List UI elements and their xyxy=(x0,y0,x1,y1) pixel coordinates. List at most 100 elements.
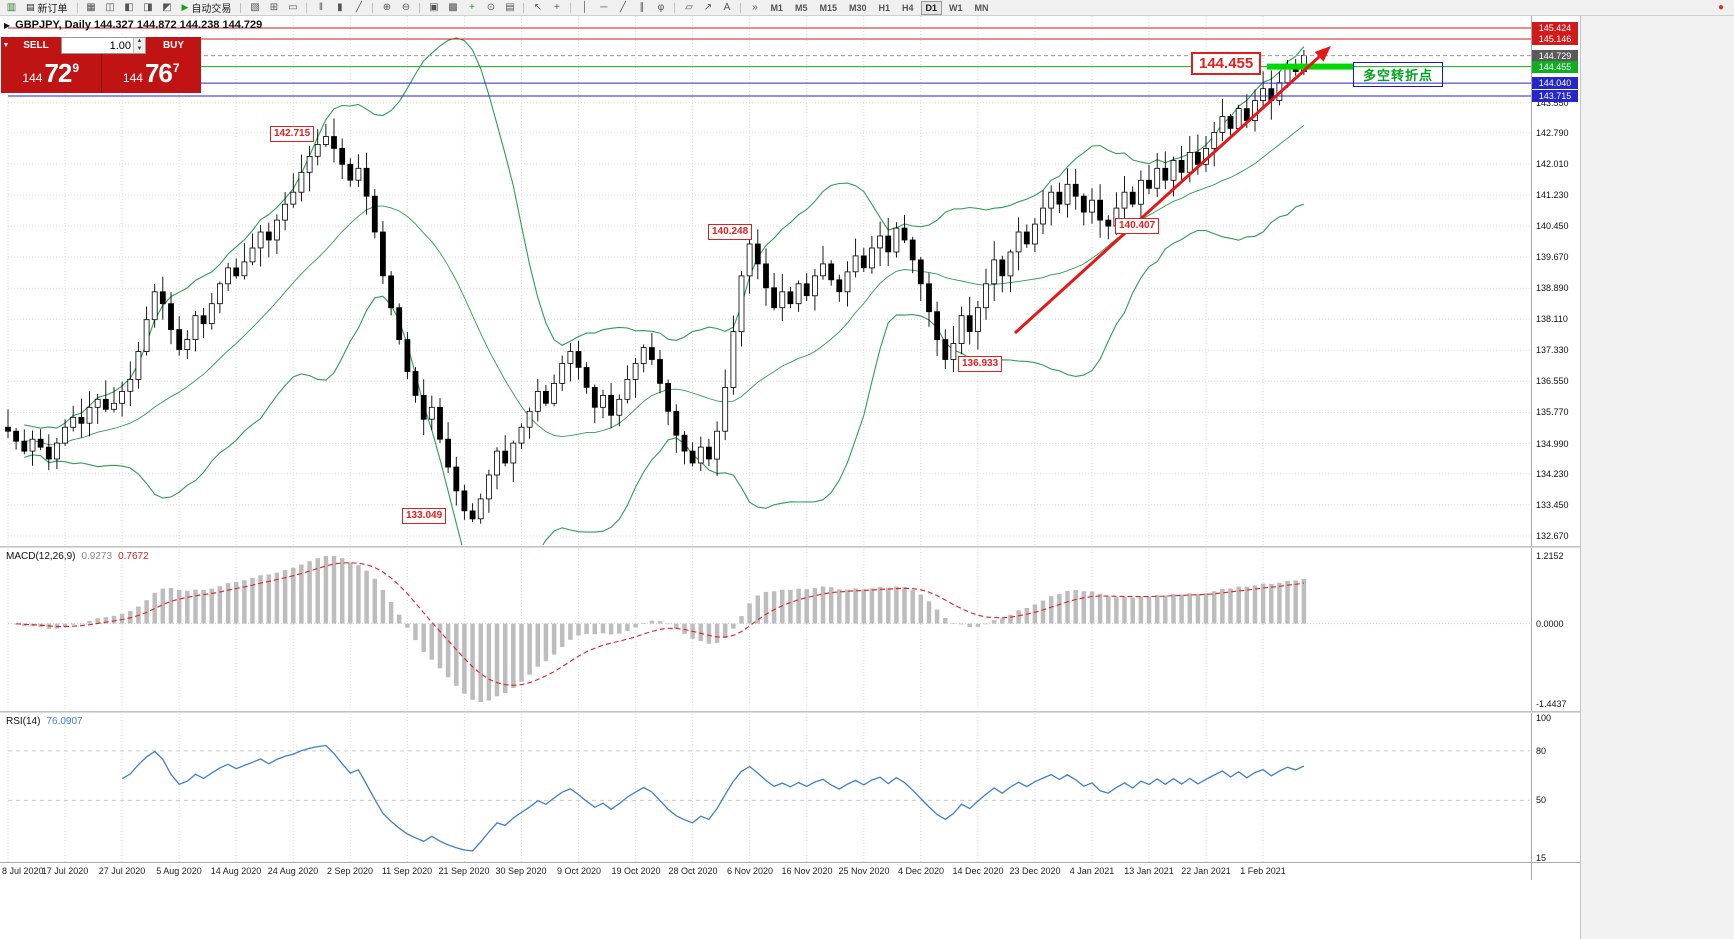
fibonacci-icon[interactable]: φ xyxy=(657,2,665,13)
toolbar-separator xyxy=(76,2,78,13)
navigator-icon[interactable]: ◧ xyxy=(124,2,134,13)
community-icon[interactable]: ● xyxy=(1717,2,1724,13)
date-axis-label: 13 Jan 2021 xyxy=(1124,866,1174,876)
arrow-tool-icon[interactable]: ↗ xyxy=(703,2,713,13)
macd-indicator-label: MACD(12,26,9) 0.9273 0.7672 xyxy=(6,551,149,562)
templates-icon[interactable]: ▤ xyxy=(505,2,515,13)
chevron-more-icon[interactable]: » xyxy=(752,2,758,13)
price-axis-label: 134.990 xyxy=(1536,439,1569,449)
sell-price-button[interactable]: 144 72 9 xyxy=(1,54,102,93)
vertical-line-icon[interactable]: │ xyxy=(581,2,589,13)
turning-point-note[interactable]: 多空转折点 xyxy=(1353,62,1444,87)
toolbar-separator xyxy=(240,2,242,13)
date-axis-label: 21 Sep 2020 xyxy=(438,866,490,876)
terminal-icon[interactable]: ◨ xyxy=(143,2,153,13)
new-order-icon: ▤ xyxy=(26,2,35,12)
timeframe-h1[interactable]: H1 xyxy=(878,2,891,13)
bar-chart-icon[interactable]: ‖ xyxy=(318,2,323,13)
rsi-indicator-label: RSI(14) 76.0907 xyxy=(6,716,83,727)
crosshair-icon[interactable]: + xyxy=(554,2,560,13)
rsi-panel[interactable] xyxy=(0,714,1531,862)
macd-panel[interactable] xyxy=(0,549,1531,710)
volume-up-icon[interactable]: ▲ xyxy=(134,38,145,46)
price-axis-label: 134.230 xyxy=(1536,469,1569,479)
date-axis-label: 1 Feb 2021 xyxy=(1240,866,1286,876)
indicators-icon[interactable]: + xyxy=(469,2,475,13)
chart-plot-area[interactable] xyxy=(0,16,1531,545)
channel-icon[interactable]: ∥ xyxy=(639,2,645,13)
buy-price-button[interactable]: 144 76 7 xyxy=(101,54,201,93)
price-axis-marker: 144.040 xyxy=(1532,77,1578,89)
date-axis-label: 16 Nov 2020 xyxy=(781,866,833,876)
fullscreen-icon[interactable]: ⊞ xyxy=(269,2,279,13)
price-axis-label: 141.230 xyxy=(1536,190,1569,200)
panel-splitter-rsi[interactable] xyxy=(0,711,1580,713)
price-callout[interactable]: 133.049 xyxy=(402,508,447,524)
price-callout[interactable]: 140.407 xyxy=(1115,218,1160,234)
toolbar-separator xyxy=(523,2,525,13)
rsi-name: RSI(14) xyxy=(6,716,41,727)
volume-input[interactable] xyxy=(62,38,133,53)
shapes-icon[interactable]: ▱ xyxy=(685,2,693,13)
rsi-axis-label: 100 xyxy=(1536,713,1552,723)
new-chart-icon[interactable]: ▥ xyxy=(6,2,17,13)
toolbar-separator xyxy=(740,2,742,13)
print-icon[interactable]: ▭ xyxy=(288,2,298,13)
date-axis-label: 6 Nov 2020 xyxy=(726,866,774,876)
date-axis-label: 22 Jan 2021 xyxy=(1181,866,1231,876)
periods-icon[interactable]: ⊙ xyxy=(486,2,496,13)
price-axis-label: 139.670 xyxy=(1536,252,1569,262)
price-callout[interactable]: 142.715 xyxy=(270,126,315,142)
trendline-icon[interactable]: ╱ xyxy=(619,2,626,13)
timeframe-d1[interactable]: D1 xyxy=(920,0,943,15)
price-axis-marker: 143.715 xyxy=(1532,90,1578,102)
macd-axis-label: -1.4437 xyxy=(1536,699,1567,709)
price-axis-marker: 144.729 xyxy=(1532,50,1578,62)
price-axis-label: 132.670 xyxy=(1536,531,1569,541)
timeframe-m30[interactable]: M30 xyxy=(848,2,867,13)
strategy-tester-icon[interactable]: ◩ xyxy=(162,2,172,13)
candlestick-chart-icon[interactable]: ▮ xyxy=(337,2,343,13)
price-axis-label: 136.550 xyxy=(1536,376,1569,386)
data-window-icon[interactable]: ◫ xyxy=(105,2,115,13)
price-axis-label: 138.890 xyxy=(1536,283,1569,293)
date-axis-label: 2 Sep 2020 xyxy=(326,866,374,876)
rsi-value: 76.0907 xyxy=(46,716,83,727)
timeframe-m15[interactable]: M15 xyxy=(819,2,837,13)
price-callout[interactable]: 144.455 xyxy=(1191,52,1262,75)
date-axis-label: 23 Dec 2020 xyxy=(1009,866,1061,876)
toolbar-separator xyxy=(306,2,308,13)
price-callout[interactable]: 140.248 xyxy=(708,224,753,240)
timeframe-h4[interactable]: H4 xyxy=(902,2,914,13)
cursor-icon[interactable]: ↖ xyxy=(533,2,543,13)
volume-down-icon[interactable]: ▼ xyxy=(134,45,145,53)
auto-trading-button[interactable]: ▶ 自动交易 xyxy=(177,0,237,15)
zoom-in-icon[interactable]: ⊕ xyxy=(382,2,392,13)
timeframe-m5[interactable]: M5 xyxy=(794,2,808,13)
zoom-out-icon[interactable]: ⊖ xyxy=(401,2,411,13)
timeframe-m1[interactable]: M1 xyxy=(770,2,783,13)
price-axis-label: 133.450 xyxy=(1536,500,1569,510)
new-order-button[interactable]: ▤ 新订单 xyxy=(21,0,73,15)
line-chart-icon[interactable]: ╱ xyxy=(355,2,362,13)
panel-splitter-macd[interactable] xyxy=(0,546,1580,548)
macd-signal-value: 0.7672 xyxy=(118,551,149,562)
cascade-windows-icon[interactable]: ▩ xyxy=(448,2,458,13)
date-axis-label: 11 Sep 2020 xyxy=(381,866,433,876)
trade-panel-menu-icon[interactable]: ▼ xyxy=(1,37,11,54)
text-tool-icon[interactable]: A xyxy=(723,2,731,13)
date-axis-label: 28 Oct 2020 xyxy=(668,866,718,876)
buy-button[interactable]: BUY xyxy=(146,37,201,54)
market-watch-icon[interactable]: ▦ xyxy=(86,2,96,13)
volume-field: ▲ ▼ xyxy=(61,37,146,54)
sell-price-sup: 9 xyxy=(72,60,80,75)
price-callout[interactable]: 136.933 xyxy=(958,356,1003,372)
tile-windows-icon[interactable]: ▣ xyxy=(429,2,439,13)
auto-trading-icon: ▶ xyxy=(181,2,189,12)
timeframe-mn[interactable]: MN xyxy=(974,2,989,13)
sell-button[interactable]: SELL xyxy=(11,37,61,54)
profiles-icon[interactable]: ▧ xyxy=(250,2,260,13)
timeframe-w1[interactable]: W1 xyxy=(949,2,963,13)
horizontal-line-icon[interactable]: ─ xyxy=(600,2,608,13)
